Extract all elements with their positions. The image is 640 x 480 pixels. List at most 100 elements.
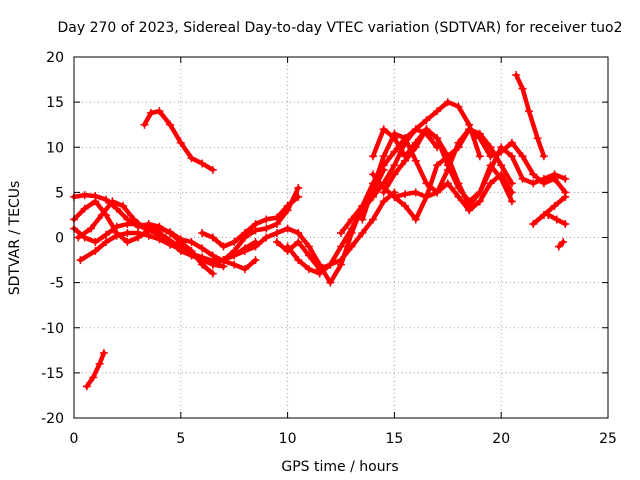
data-point xyxy=(219,256,228,265)
data-point xyxy=(390,134,399,143)
series-arc-6 xyxy=(84,350,107,389)
data-point xyxy=(183,247,192,256)
data-point xyxy=(422,192,431,201)
data-point xyxy=(208,233,217,242)
series-arc-11 xyxy=(274,190,397,272)
data-point xyxy=(369,170,378,179)
y-axis-label: SDTVAR / TECUs xyxy=(7,181,23,296)
data-point xyxy=(119,201,128,210)
data-point xyxy=(187,249,196,258)
data-point xyxy=(390,192,399,201)
data-point xyxy=(561,192,570,201)
data-point xyxy=(465,206,474,215)
data-point xyxy=(172,240,181,249)
data-point xyxy=(433,188,442,197)
x-axis-label: GPS time / hours xyxy=(281,459,398,475)
data-point xyxy=(198,159,207,168)
data-point xyxy=(187,238,196,247)
data-point xyxy=(262,215,271,224)
data-point xyxy=(283,242,292,251)
data-point xyxy=(80,191,89,200)
data-point xyxy=(433,161,442,170)
data-point xyxy=(262,224,271,233)
y-tick-label: 0 xyxy=(55,231,64,247)
y-tick-label: 20 xyxy=(46,50,64,66)
data-point xyxy=(433,134,442,143)
data-point xyxy=(518,84,527,93)
data-point xyxy=(144,231,153,240)
data-point xyxy=(108,197,117,206)
series-arc-19 xyxy=(513,72,547,159)
data-point xyxy=(475,134,484,143)
chart-title: Day 270 of 2023, Sidereal Day-to-day VTE… xyxy=(57,20,622,36)
data-point xyxy=(91,247,100,256)
data-point xyxy=(422,116,431,125)
data-point xyxy=(379,152,388,161)
data-point xyxy=(240,233,249,242)
data-point xyxy=(379,183,388,192)
data-point xyxy=(176,235,185,244)
data-point xyxy=(411,125,420,134)
y-tick-label: -5 xyxy=(50,276,64,292)
data-point xyxy=(112,204,121,213)
data-point xyxy=(486,161,495,170)
data-point xyxy=(272,228,281,237)
x-tick-label: 0 xyxy=(70,431,79,447)
x-tick-label: 20 xyxy=(492,431,510,447)
data-point xyxy=(552,215,561,224)
data-point xyxy=(411,156,420,165)
data-point xyxy=(358,215,367,224)
data-point xyxy=(443,98,452,107)
data-point xyxy=(550,170,559,179)
data-point xyxy=(230,251,239,260)
data-point xyxy=(454,102,463,111)
data-point xyxy=(102,195,111,204)
data-point xyxy=(198,253,207,262)
data-point xyxy=(294,238,303,247)
data-point xyxy=(198,228,207,237)
data-point xyxy=(401,190,410,199)
data-point xyxy=(208,269,217,278)
y-tick-label: -15 xyxy=(41,366,64,382)
data-point xyxy=(369,183,378,192)
data-point xyxy=(102,230,111,239)
data-point xyxy=(97,210,106,219)
data-point xyxy=(507,179,516,188)
y-tick-label: -20 xyxy=(41,411,64,427)
data-point xyxy=(369,152,378,161)
data-point xyxy=(219,242,228,251)
data-point xyxy=(486,143,495,152)
data-point xyxy=(544,210,553,219)
data-point xyxy=(347,242,356,251)
data-point xyxy=(74,233,83,242)
data-point xyxy=(140,224,149,233)
data-point xyxy=(208,260,217,269)
data-point xyxy=(95,359,104,368)
data-point xyxy=(379,125,388,134)
data-point xyxy=(539,152,548,161)
data-point xyxy=(550,201,559,210)
data-point xyxy=(475,188,484,197)
data-point xyxy=(347,224,356,233)
data-point xyxy=(140,120,149,129)
data-point xyxy=(82,382,91,391)
data-point xyxy=(486,179,495,188)
data-point xyxy=(230,260,239,269)
data-point xyxy=(443,179,452,188)
data-point xyxy=(337,228,345,237)
data-point xyxy=(187,154,196,163)
data-point xyxy=(251,256,260,265)
data-point xyxy=(230,238,239,247)
data-point xyxy=(112,222,121,231)
data-point xyxy=(91,238,100,247)
data-point xyxy=(379,197,388,206)
data-point xyxy=(390,170,399,179)
data-series xyxy=(70,71,570,391)
data-point xyxy=(529,170,538,179)
data-point xyxy=(304,251,313,260)
data-point xyxy=(497,143,506,152)
plot-frame xyxy=(73,56,609,419)
data-point xyxy=(208,165,217,174)
data-point xyxy=(123,219,132,228)
